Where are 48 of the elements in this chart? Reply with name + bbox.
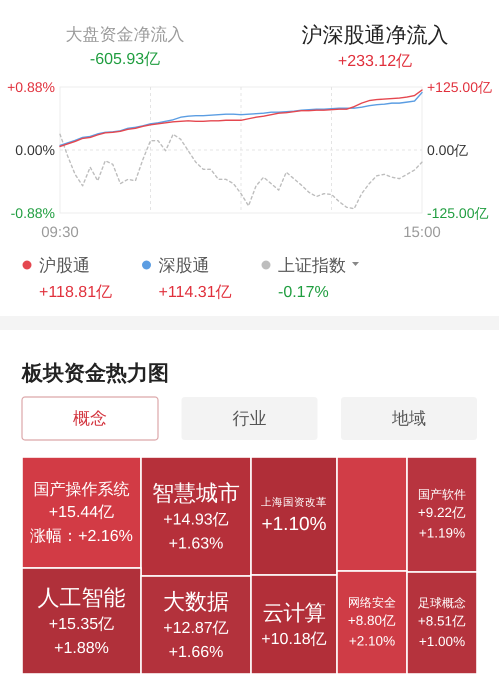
text: 大盘资金净流入 <box>66 25 184 44</box>
text: -605.93亿 <box>90 51 160 68</box>
category-label: 大数据 <box>163 588 229 614</box>
tab: 地域 <box>341 397 477 440</box>
data-label: +2.10% <box>348 633 396 648</box>
category-label: 上海国资改革 <box>261 496 327 509</box>
category-label: 足球概念 <box>418 596 466 610</box>
data-label: +15.35亿 <box>48 616 114 634</box>
category-label: 人工智能 <box>38 584 126 610</box>
data-label: +1.63% <box>168 536 224 553</box>
legend-label: 深股通 <box>158 256 210 275</box>
data-label: +1.10% <box>262 514 327 535</box>
y-tick-label: +0.88% <box>7 79 55 95</box>
data-label: +1.19% <box>418 525 466 540</box>
legend-label: 沪股通 <box>39 256 90 275</box>
y-tick-label: -0.88% <box>10 205 55 221</box>
y2-tick-label: +125.00亿 <box>427 79 492 95</box>
tab: 概念 <box>21 396 159 441</box>
data-label: +10.18亿 <box>261 631 327 648</box>
tab: 行业 <box>182 397 318 440</box>
data-label: +8.80亿 <box>348 613 396 628</box>
x-tick-label: 15:00 <box>403 224 441 241</box>
y-tick-label: 0.00% <box>15 142 55 158</box>
x-tick-label: 09:30 <box>41 224 79 241</box>
y2-tick-label: 0.00亿 <box>427 142 468 158</box>
category-label: 网络安全 <box>348 596 396 610</box>
text: +118.81亿 <box>39 284 112 301</box>
data-label: +12.87亿 <box>163 620 229 638</box>
text: -0.17% <box>278 284 329 301</box>
line-series <box>59 134 423 210</box>
category-label: 智慧城市 <box>152 480 240 506</box>
data-label: +8.51亿 <box>418 614 466 629</box>
data-label: +1.66% <box>168 644 224 662</box>
data-label: +1.88% <box>54 640 109 658</box>
category-label: 国产操作系统 <box>34 480 130 498</box>
data-label: +15.44亿 <box>48 504 114 521</box>
data-label: +1.00% <box>418 634 466 649</box>
chart-subtitle: +233.12亿 <box>338 53 412 70</box>
chart-title: 沪深股通净流入 <box>302 24 448 47</box>
text: 板块资金热力图 <box>21 362 169 385</box>
category-label: 国产软件 <box>418 488 466 502</box>
data-label: +14.93亿 <box>163 512 229 529</box>
category-label: 云计算 <box>262 601 326 626</box>
data-label: +9.22亿 <box>418 505 466 520</box>
text: +114.31亿 <box>158 284 232 301</box>
legend-label: 上证指数 <box>278 256 346 275</box>
y2-tick-label: -125.00亿 <box>427 205 488 221</box>
data-label: 涨幅：+2.16% <box>30 526 133 545</box>
